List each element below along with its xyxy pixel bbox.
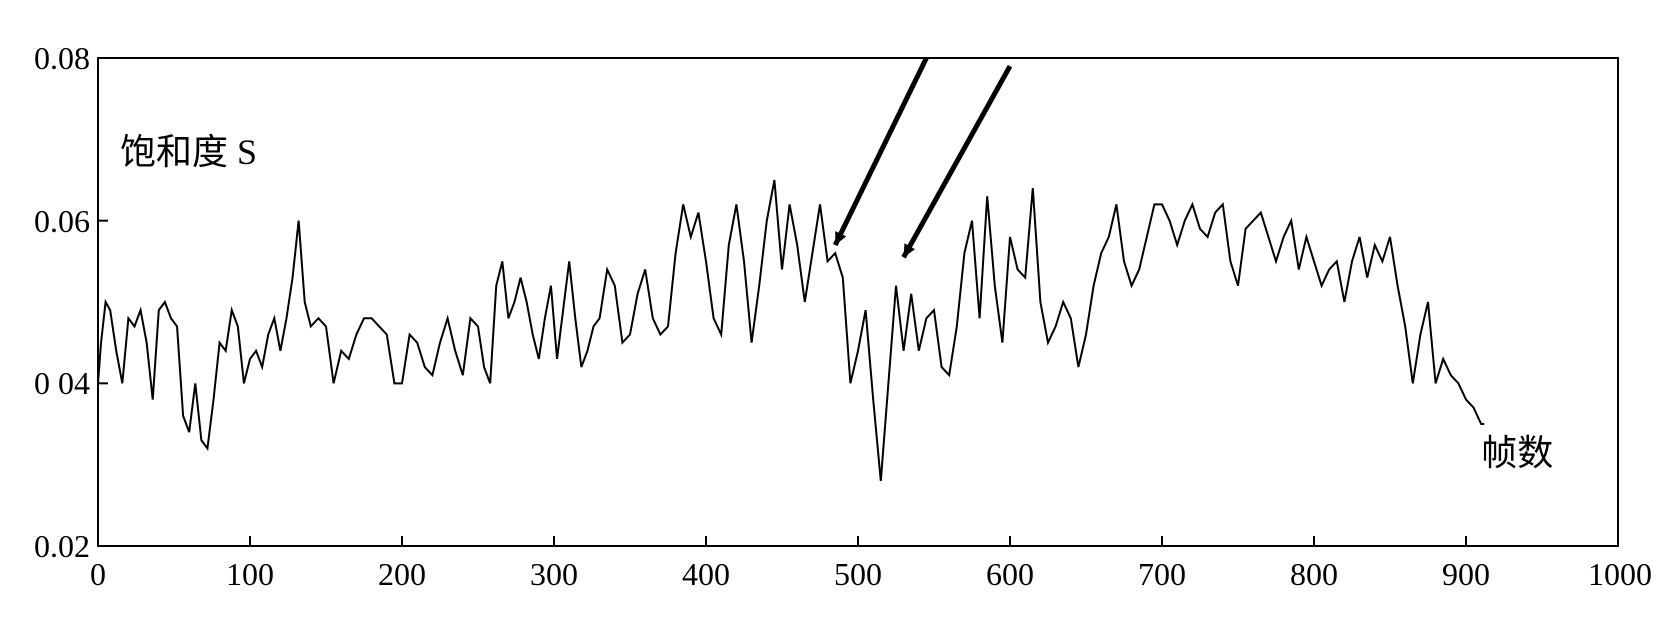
annotation-arrow: [904, 66, 1010, 257]
chart-svg: [0, 0, 1678, 622]
x-tick-label: 600: [980, 556, 1040, 593]
x-tick-label: 200: [372, 556, 432, 593]
y-tick-label: 0 04: [34, 365, 90, 402]
chart-container: 饱和度 S 帧数 0100200300400500600700800900100…: [0, 0, 1678, 622]
annotation-arrow: [835, 58, 926, 245]
x-tick-label: 1000: [1588, 556, 1648, 593]
x-axis-title: 帧数: [1481, 424, 1553, 476]
x-ticks: [98, 536, 1618, 546]
x-tick-label: 800: [1284, 556, 1344, 593]
y-tick-label: 0.08: [34, 40, 90, 77]
x-tick-label: 700: [1132, 556, 1192, 593]
y-tick-label: 0.02: [34, 528, 90, 565]
x-tick-label: 300: [524, 556, 584, 593]
y-tick-label: 0.06: [34, 203, 90, 240]
plot-box: [98, 58, 1618, 546]
series-line: [98, 180, 1484, 481]
x-tick-label: 100: [220, 556, 280, 593]
arrows: [835, 58, 1010, 257]
x-tick-label: 500: [828, 556, 888, 593]
x-tick-label: 900: [1436, 556, 1496, 593]
y-axis-title: 饱和度 S: [120, 123, 257, 175]
x-tick-label: 400: [676, 556, 736, 593]
